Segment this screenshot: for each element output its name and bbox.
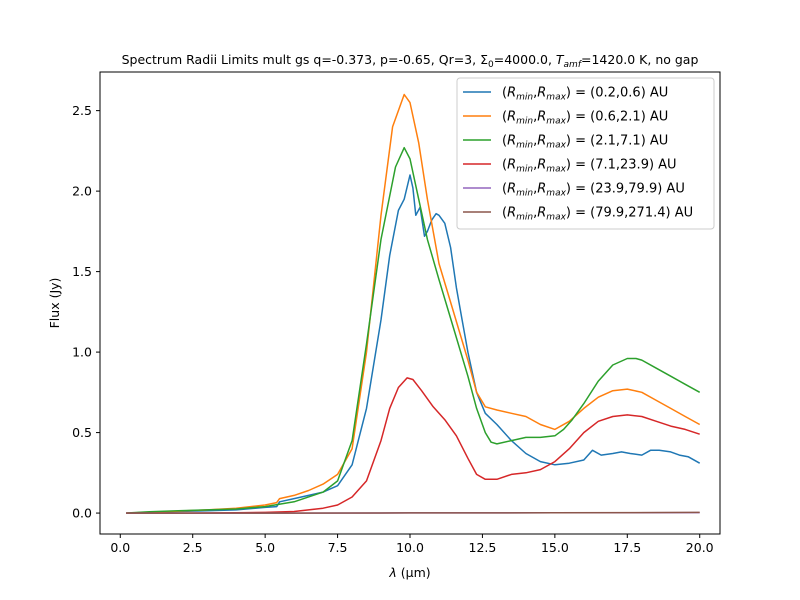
x-axis-label-symbol: λ <box>388 565 396 580</box>
x-tick-label: 7.5 <box>328 540 348 555</box>
y-tick-label: 0.5 <box>72 425 92 440</box>
plot-lines <box>126 93 701 514</box>
x-axis-label-unit: (μm) <box>397 565 431 580</box>
legend-label: (Rmin,Rmax) = (79.9,271.4) AU <box>502 206 693 223</box>
y-tick-label: 2.0 <box>72 184 92 199</box>
y-tick-label: 0.0 <box>72 506 92 521</box>
legend-box <box>456 77 715 230</box>
y-tick-label: 1.0 <box>72 345 92 360</box>
x-tick-label: 15.0 <box>541 540 569 555</box>
legend-label: (Rmin,Rmax) = (23.9,79.9) AU <box>502 182 685 199</box>
title-tamf-value: =1420.0 K, no gap <box>581 52 698 67</box>
title-prefix: Spectrum Radii Limits mult gs q=-0.373, … <box>122 52 481 67</box>
series-line-4 <box>126 377 700 514</box>
chart-title: Spectrum Radii Limits mult gs q=-0.373, … <box>122 52 699 70</box>
x-tick-label: 0.0 <box>110 540 130 555</box>
series-line-1 <box>126 174 701 514</box>
series-line-2 <box>126 93 701 514</box>
legend-label: (Rmin,Rmax) = (0.2,0.6) AU <box>502 86 668 103</box>
y-axis-label: Flux (Jy) <box>47 278 62 329</box>
y-tick-label: 1.5 <box>72 264 92 279</box>
title-tamf-symbol: T <box>556 52 565 67</box>
legend-label: (Rmin,Rmax) = (7.1,23.9) AU <box>502 158 677 175</box>
y-axis: 0.0 0.5 1.0 1.5 2.0 2.5 <box>72 103 100 521</box>
title-sigma-sub: 0 <box>488 60 494 70</box>
series-line-6 <box>126 511 700 514</box>
legend-label: (Rmin,Rmax) = (2.1,7.1) AU <box>502 134 668 151</box>
x-axis: 0.0 2.5 5.0 7.5 10.0 12.5 15.0 17.5 20.0 <box>110 534 714 555</box>
x-tick-label: 2.5 <box>183 540 203 555</box>
x-tick-label: 20.0 <box>686 540 714 555</box>
x-tick-label: 17.5 <box>613 540 641 555</box>
y-tick-label: 2.5 <box>72 103 92 118</box>
series-line-3 <box>126 146 701 514</box>
legend: (Rmin,Rmax) = (0.2,0.6) AU (Rmin,Rmax) = … <box>456 77 715 230</box>
x-tick-label: 10.0 <box>396 540 424 555</box>
x-axis-label: λ (μm) <box>388 565 430 580</box>
title-tamf-sub: amf <box>564 60 583 70</box>
legend-label: (Rmin,Rmax) = (0.6,2.1) AU <box>502 110 668 127</box>
x-tick-label: 12.5 <box>469 540 497 555</box>
x-tick-label: 5.0 <box>255 540 275 555</box>
title-sigma-symbol: Σ <box>480 52 488 67</box>
title-sigma-value: =4000.0, <box>494 52 556 67</box>
legend-entries: (Rmin,Rmax) = (0.2,0.6) AU (Rmin,Rmax) = … <box>463 86 693 223</box>
